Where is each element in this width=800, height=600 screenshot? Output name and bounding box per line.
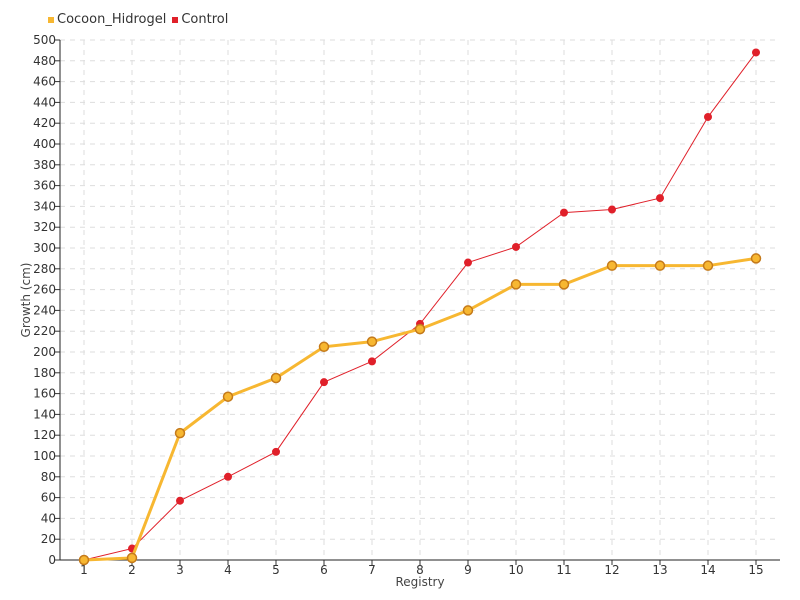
data-point-control[interactable] [560,208,568,217]
data-point-control[interactable] [704,112,712,121]
chart-legend: Cocoon_Hidrogel Control [48,12,228,27]
data-point-cocoon-hidrogel[interactable] [318,341,330,353]
y-tick-label: 40 [41,511,56,525]
y-tick-label: 420 [33,116,56,130]
y-tick-label: 60 [41,491,56,505]
legend-swatch-control [172,16,179,23]
y-tick-label: 140 [33,407,56,421]
y-tick-label: 120 [33,428,56,442]
y-tick-label: 20 [41,532,56,546]
series-layer [78,48,762,566]
data-point-cocoon-hidrogel[interactable] [702,260,714,271]
data-point-control[interactable] [464,258,472,267]
x-tick-label: 9 [464,563,472,577]
data-point-control[interactable] [224,472,232,481]
legend-item-control[interactable]: Control [172,12,228,27]
x-axis-title: Registry [395,575,444,589]
y-tick-label: 160 [33,387,56,401]
data-point-cocoon-hidrogel[interactable] [606,260,618,271]
data-point-cocoon-hidrogel[interactable] [78,554,90,566]
data-point-cocoon-hidrogel[interactable] [126,552,138,564]
x-tick-label: 15 [748,563,763,577]
data-point-cocoon-hidrogel[interactable] [414,323,426,335]
x-tick-label: 3 [176,563,184,577]
y-tick-labels: 0 20 40 60 80 100 120 140 160 180 200 220 240 260 280 3… [33,33,56,567]
y-tick-label: 360 [33,179,56,193]
y-tick-label: 440 [33,95,56,109]
legend-swatch-cocoon-hidrogel [48,16,54,23]
x-tick-label: 1 [80,563,88,577]
x-tick-label: 4 [224,563,232,577]
data-point-control[interactable] [320,378,328,387]
y-tick-label: 0 [48,553,56,567]
data-point-control[interactable] [512,242,520,251]
data-point-cocoon-hidrogel[interactable] [558,279,570,290]
x-tick-label: 10 [508,563,523,577]
x-tick-label: 12 [604,563,619,577]
y-tick-label: 320 [33,220,56,234]
y-tick-label: 100 [33,449,56,463]
y-tick-label: 200 [33,345,56,359]
data-point-cocoon-hidrogel[interactable] [462,305,474,316]
y-tick-label: 180 [33,366,56,380]
y-tick-label: 300 [33,241,56,255]
legend-label-cocoon-hidrogel: Cocoon_Hidrogel [57,12,167,27]
data-point-control[interactable] [368,357,376,366]
series-cocoon-hidrogel [78,253,762,566]
x-tick-label: 13 [652,563,667,577]
data-point-cocoon-hidrogel[interactable] [654,260,666,271]
y-axis-title: Growth (cm) [19,263,33,338]
x-tick-label: 11 [556,563,571,577]
x-tick-labels: 1 2 3 4 5 6 7 8 9 10 11 12 13 14 15 [80,563,763,577]
y-tick-label: 220 [33,324,56,338]
data-point-cocoon-hidrogel[interactable] [750,253,762,264]
y-tick-label: 500 [33,33,56,47]
legend-item-cocoon-hidrogel[interactable]: Cocoon_Hidrogel [48,12,166,27]
x-tick-label: 5 [272,563,280,577]
x-tick-label: 6 [320,563,328,577]
y-tick-label: 380 [33,158,56,172]
x-tick-label: 8 [416,563,424,577]
data-point-cocoon-hidrogel[interactable] [510,279,522,290]
legend-label-control: Control [181,12,229,27]
data-point-cocoon-hidrogel[interactable] [174,427,186,439]
data-point-control[interactable] [272,447,280,456]
data-point-control[interactable] [176,496,184,505]
data-point-control[interactable] [752,48,760,57]
x-tick-label: 7 [368,563,376,577]
data-point-control[interactable] [656,194,664,203]
data-point-control[interactable] [608,205,616,214]
data-point-cocoon-hidrogel[interactable] [222,391,234,402]
x-tick-label: 14 [700,563,715,577]
axes [55,39,780,565]
data-point-cocoon-hidrogel[interactable] [270,372,282,384]
data-point-cocoon-hidrogel[interactable] [366,336,378,347]
y-tick-label: 480 [33,54,56,68]
x-tick-label: 2 [128,563,136,577]
y-tick-label: 460 [33,75,56,89]
y-tick-label: 80 [41,470,56,484]
y-tick-label: 280 [33,262,56,276]
series-control [80,48,760,564]
y-tick-label: 340 [33,199,56,213]
y-tick-label: 240 [33,303,56,317]
grid-lines [60,39,780,560]
y-tick-label: 260 [33,283,56,297]
y-tick-label: 400 [33,137,56,151]
